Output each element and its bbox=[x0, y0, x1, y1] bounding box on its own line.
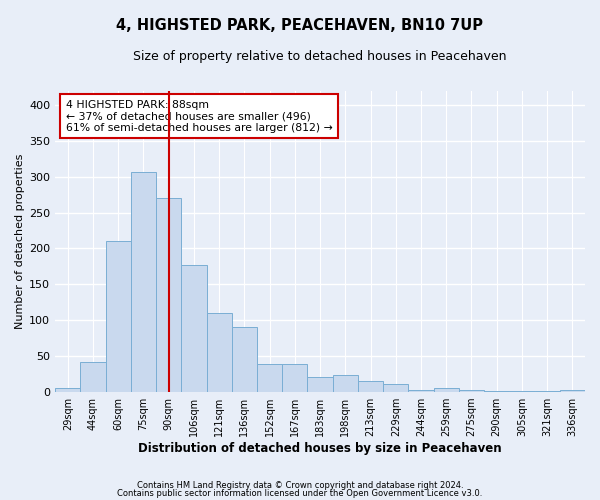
Bar bbox=[156, 198, 181, 392]
Bar bbox=[358, 382, 383, 392]
Bar bbox=[383, 384, 409, 392]
Bar bbox=[560, 390, 585, 392]
Text: 4 HIGHSTED PARK: 88sqm
← 37% of detached houses are smaller (496)
61% of semi-de: 4 HIGHSTED PARK: 88sqm ← 37% of detached… bbox=[66, 100, 332, 133]
Bar bbox=[509, 390, 535, 392]
Bar bbox=[55, 388, 80, 392]
Bar bbox=[434, 388, 459, 392]
Bar bbox=[484, 390, 509, 392]
X-axis label: Distribution of detached houses by size in Peacehaven: Distribution of detached houses by size … bbox=[138, 442, 502, 455]
Bar bbox=[80, 362, 106, 392]
Text: Contains HM Land Registry data © Crown copyright and database right 2024.: Contains HM Land Registry data © Crown c… bbox=[137, 481, 463, 490]
Text: Contains public sector information licensed under the Open Government Licence v3: Contains public sector information licen… bbox=[118, 488, 482, 498]
Bar bbox=[409, 390, 434, 392]
Bar bbox=[232, 328, 257, 392]
Bar bbox=[106, 242, 131, 392]
Bar bbox=[332, 375, 358, 392]
Title: Size of property relative to detached houses in Peacehaven: Size of property relative to detached ho… bbox=[133, 50, 507, 63]
Bar bbox=[206, 313, 232, 392]
Bar bbox=[181, 265, 206, 392]
Bar bbox=[459, 390, 484, 392]
Y-axis label: Number of detached properties: Number of detached properties bbox=[15, 154, 25, 329]
Text: 4, HIGHSTED PARK, PEACEHAVEN, BN10 7UP: 4, HIGHSTED PARK, PEACEHAVEN, BN10 7UP bbox=[116, 18, 484, 32]
Bar bbox=[282, 364, 307, 392]
Bar bbox=[257, 364, 282, 392]
Bar bbox=[307, 377, 332, 392]
Bar bbox=[131, 172, 156, 392]
